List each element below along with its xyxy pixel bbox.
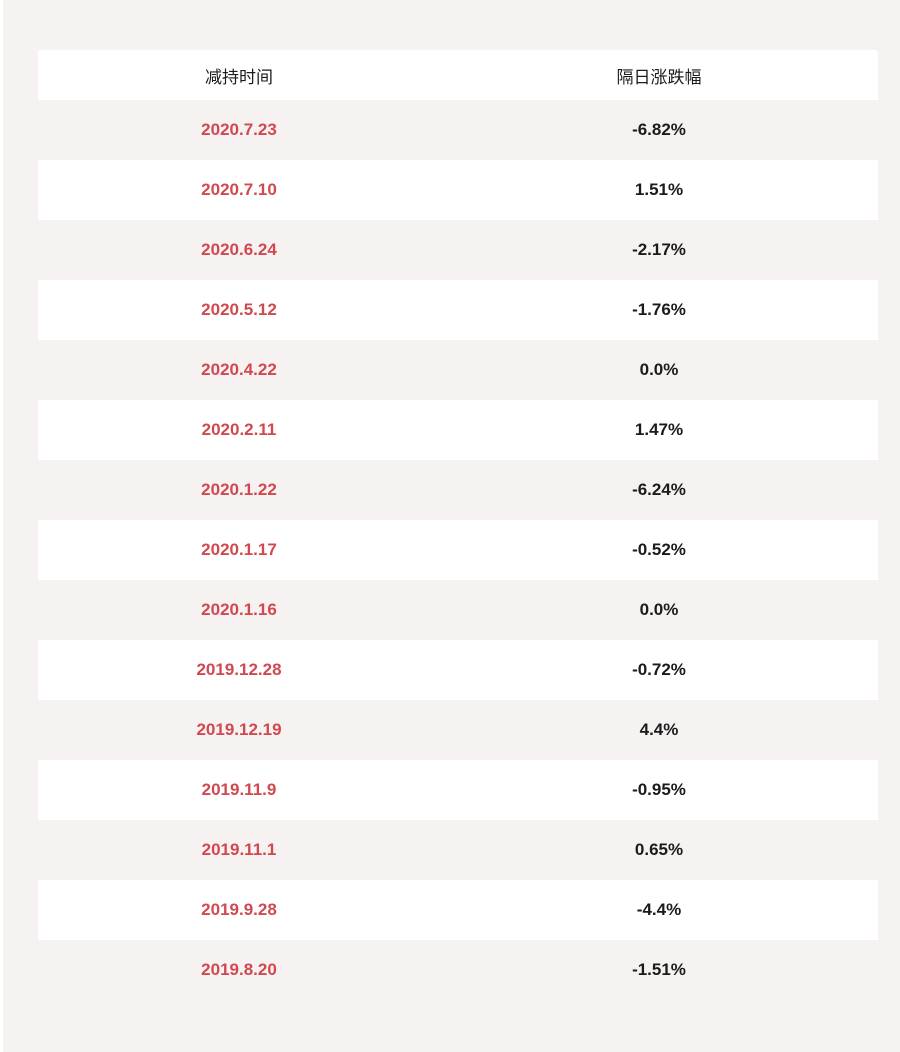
table-row: 2019.8.20 -1.51% (38, 940, 878, 1000)
next-day-change-cell: 0.0% (639, 600, 679, 619)
reduction-date-cell: 2020.1.22 (201, 480, 277, 499)
table-row: 2020.2.11 1.47% (38, 400, 878, 460)
reduction-date-cell: 2020.6.24 (201, 240, 277, 259)
reduction-date-cell: 2019.12.28 (196, 660, 282, 679)
next-day-change-cell: -6.82% (632, 120, 686, 139)
reduction-date-cell: 2019.12.19 (196, 720, 282, 739)
table-row: 2020.1.16 0.0% (38, 580, 878, 640)
table-row: 2019.12.28 -0.72% (38, 640, 878, 700)
reduction-date-cell: 2019.11.9 (201, 780, 277, 799)
left-edge-strip (0, 0, 3, 1052)
next-day-change-cell: 1.51% (634, 180, 684, 199)
next-day-change-cell: 4.4% (639, 720, 679, 739)
table-row: 2020.5.12 -1.76% (38, 280, 878, 340)
reduction-date-cell: 2020.1.17 (201, 540, 277, 559)
reduction-date-cell: 2020.4.22 (201, 360, 277, 379)
table-row: 2020.7.10 1.51% (38, 160, 878, 220)
column-header-reduction-date: 减持时间 (205, 67, 273, 87)
reduction-date-cell: 2020.7.10 (201, 180, 277, 199)
table-body: 2020.7.23 -6.82% 2020.7.10 1.51% 2020.6.… (38, 100, 878, 1000)
table-row: 2019.12.19 4.4% (38, 700, 878, 760)
reduction-date-cell: 2020.7.23 (201, 120, 277, 139)
next-day-change-cell: -1.51% (632, 960, 686, 979)
reduction-date-cell: 2020.2.11 (201, 420, 277, 439)
reduction-date-cell: 2019.8.20 (201, 960, 277, 979)
next-day-change-cell: -2.17% (632, 240, 686, 259)
table-row: 2020.6.24 -2.17% (38, 220, 878, 280)
table-row: 2019.9.28 -4.4% (38, 880, 878, 940)
next-day-change-cell: 0.65% (634, 840, 684, 859)
table-row: 2019.11.9 -0.95% (38, 760, 878, 820)
table-row: 2020.1.17 -0.52% (38, 520, 878, 580)
reduction-date-cell: 2020.5.12 (201, 300, 277, 319)
reduction-history-table: 减持时间 隔日涨跌幅 2020.7.23 -6.82% 2020.7.10 1.… (38, 50, 878, 1000)
next-day-change-cell: 1.47% (634, 420, 684, 439)
table-row: 2019.11.1 0.65% (38, 820, 878, 880)
reduction-date-cell: 2019.11.1 (201, 840, 277, 859)
table-header-row: 减持时间 隔日涨跌幅 (38, 50, 878, 100)
table-row: 2020.4.22 0.0% (38, 340, 878, 400)
next-day-change-cell: -4.4% (636, 900, 682, 919)
table-row: 2020.1.22 -6.24% (38, 460, 878, 520)
next-day-change-cell: 0.0% (639, 360, 679, 379)
next-day-change-cell: -6.24% (632, 480, 686, 499)
next-day-change-cell: -0.72% (632, 660, 686, 679)
next-day-change-cell: -0.95% (632, 780, 686, 799)
next-day-change-cell: -0.52% (632, 540, 686, 559)
reduction-date-cell: 2019.9.28 (201, 900, 277, 919)
next-day-change-cell: -1.76% (632, 300, 686, 319)
column-header-next-day-change: 隔日涨跌幅 (616, 67, 702, 87)
reduction-date-cell: 2020.1.16 (201, 600, 277, 619)
table-row: 2020.7.23 -6.82% (38, 100, 878, 160)
